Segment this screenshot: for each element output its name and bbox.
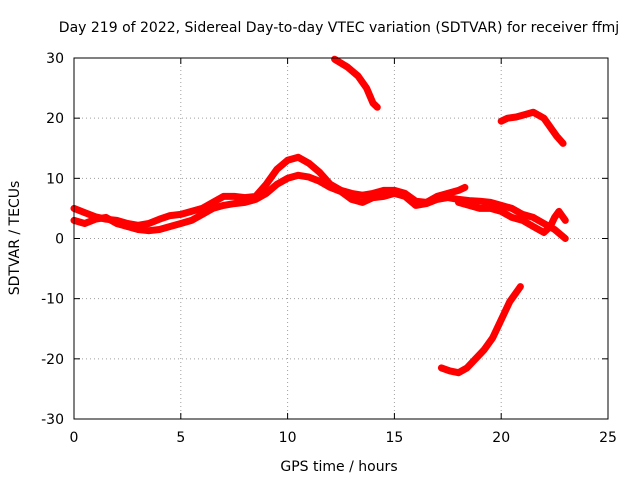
y-tick-label: -10 bbox=[41, 292, 64, 308]
series-arc-5 bbox=[497, 108, 567, 147]
x-tick-label: 10 bbox=[279, 430, 297, 446]
x-tick-label: 0 bbox=[70, 430, 79, 446]
series-arc-4 bbox=[331, 55, 381, 111]
series-arc-6 bbox=[437, 283, 524, 377]
x-tick-label: 5 bbox=[176, 430, 185, 446]
y-tick-label: 10 bbox=[46, 171, 64, 187]
y-tick-label: -30 bbox=[41, 412, 64, 428]
chart-title: Day 219 of 2022, Sidereal Day-to-day VTE… bbox=[59, 20, 619, 36]
y-tick-label: 20 bbox=[46, 111, 64, 127]
y-tick-label: 30 bbox=[46, 51, 64, 67]
series-arc-2 bbox=[70, 171, 569, 242]
y-tick-label: -20 bbox=[41, 352, 64, 368]
data-series bbox=[70, 55, 569, 377]
x-tick-label: 25 bbox=[599, 430, 617, 446]
y-axis-label: SDTVAR / TECUs bbox=[7, 181, 23, 296]
x-tick-label: 20 bbox=[492, 430, 510, 446]
series-arc-3 bbox=[455, 198, 569, 236]
axis-ticks: 0 5 10 15 20 25 -30 -20 -10 0 10 20 30 bbox=[41, 51, 617, 446]
x-axis-label: GPS time / hours bbox=[280, 459, 397, 475]
x-tick-label: 15 bbox=[385, 430, 403, 446]
y-tick-label: 0 bbox=[55, 232, 64, 248]
